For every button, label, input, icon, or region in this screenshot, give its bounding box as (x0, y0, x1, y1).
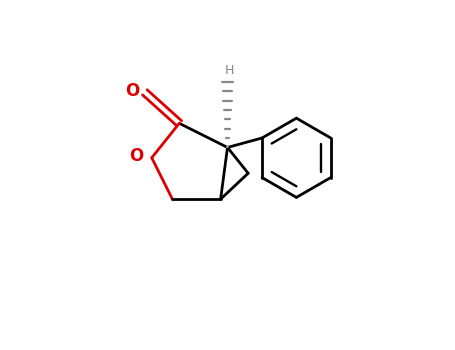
Text: O: O (129, 147, 143, 165)
Text: H: H (224, 64, 234, 77)
Text: O: O (126, 82, 140, 100)
